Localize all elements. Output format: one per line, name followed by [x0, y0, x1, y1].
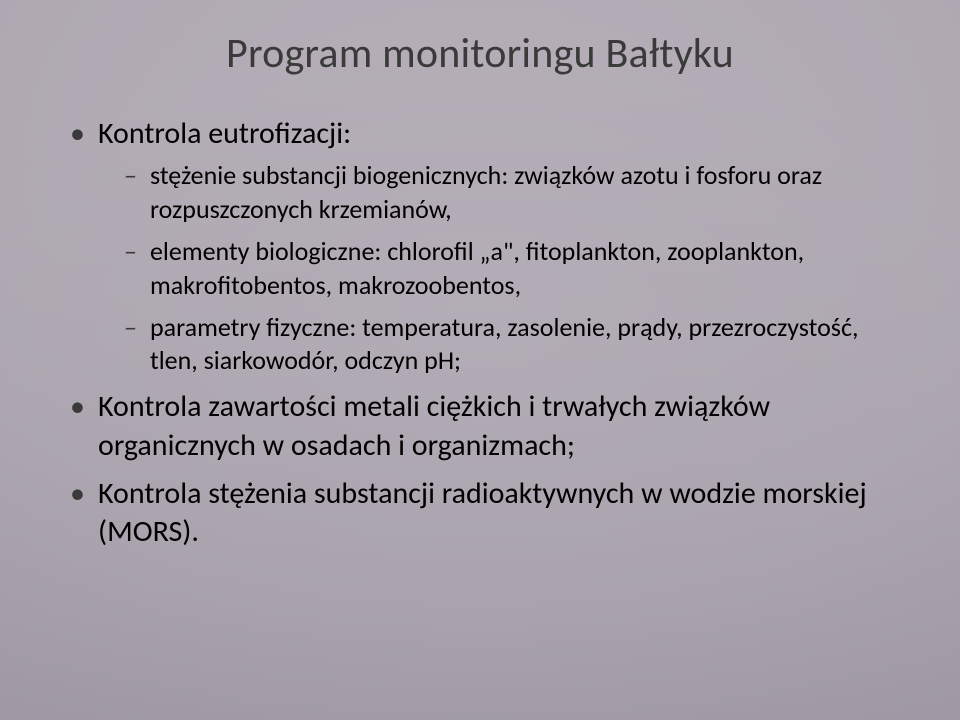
sub-list-item-text: parametry fizyczne: temperatura, zasolen…: [150, 311, 858, 377]
sub-list-item-text: stężenie substancji biogenicznych: związ…: [150, 159, 822, 225]
list-item-text: Kontrola zawartości metali ciężkich i tr…: [98, 388, 770, 463]
sub-bullet-list: stężenie substancji biogenicznych: związ…: [98, 159, 892, 378]
list-item: Kontrola zawartości metali ciężkich i tr…: [68, 388, 892, 465]
sub-list-item: stężenie substancji biogenicznych: związ…: [124, 159, 892, 227]
list-item-text: Kontrola stężenia substancji radioaktywn…: [98, 475, 867, 550]
slide: Program monitoringu Bałtyku Kontrola eut…: [0, 0, 960, 720]
list-item-text: Kontrola eutrofizacji:: [98, 115, 351, 152]
bullet-list: Kontrola eutrofizacji: stężenie substanc…: [68, 115, 892, 552]
slide-title: Program monitoringu Bałtyku: [68, 28, 892, 79]
sub-list-item-text: elementy biologiczne: chlorofil „a", fit…: [150, 235, 804, 301]
list-item: Kontrola stężenia substancji radioaktywn…: [68, 475, 892, 552]
list-item: Kontrola eutrofizacji: stężenie substanc…: [68, 115, 892, 378]
sub-list-item: parametry fizyczne: temperatura, zasolen…: [124, 311, 892, 379]
sub-list-item: elementy biologiczne: chlorofil „a", fit…: [124, 235, 892, 303]
